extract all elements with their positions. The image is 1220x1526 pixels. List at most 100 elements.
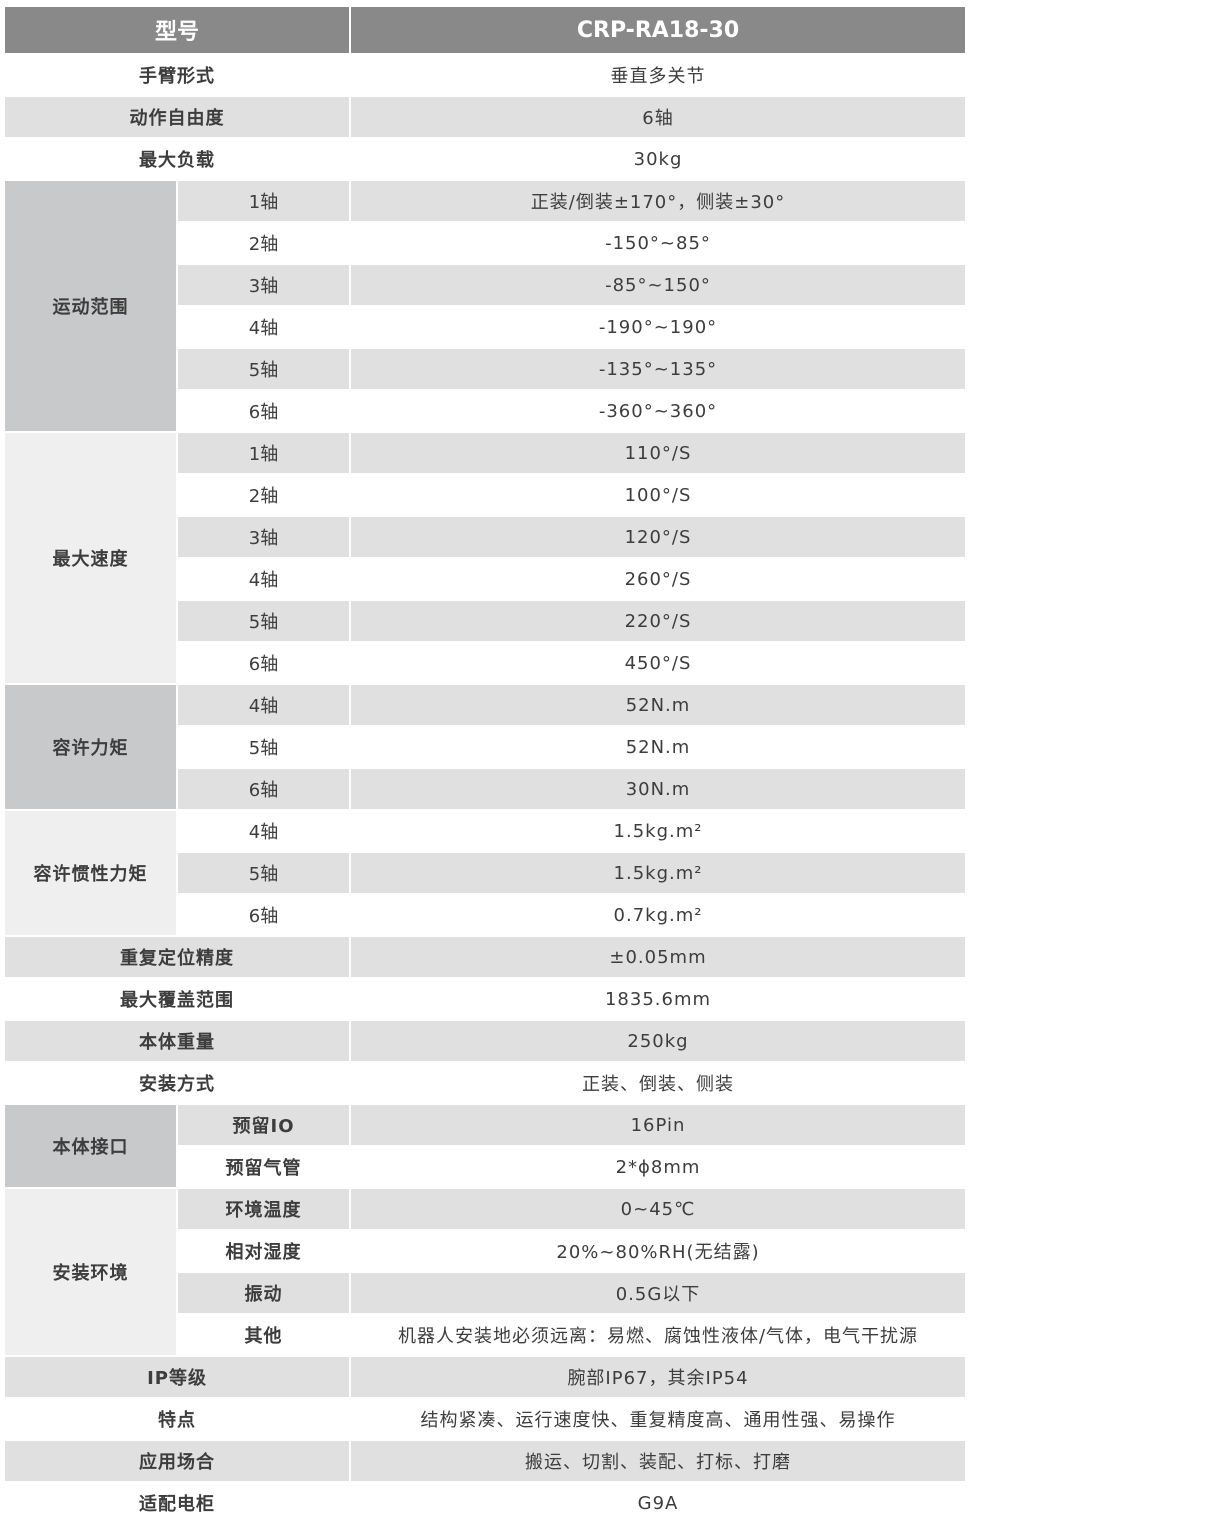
spec-group-label: 最大速度 — [5, 433, 178, 685]
spec-row: 4轴 260°/S — [5, 559, 965, 601]
spec-row: 振动 0.5G以下 — [5, 1273, 965, 1315]
spec-value: 120°/S — [351, 517, 965, 559]
spec-label: 最大负载 — [5, 139, 352, 181]
spec-row: 手臂形式 垂直多关节 — [5, 55, 965, 97]
spec-value: 250kg — [351, 1021, 965, 1063]
spec-sub-label: 5轴 — [178, 601, 352, 643]
spec-table: 型号 CRP-RA18-30 手臂形式 垂直多关节 动作自由度 6轴 最大负载 30kg 运… — [5, 7, 965, 1525]
spec-value: 正装/倒装±170°，侧装±30° — [351, 181, 965, 223]
spec-sub-label: 相对湿度 — [178, 1231, 352, 1273]
spec-row: 3轴 120°/S — [5, 517, 965, 559]
spec-row: 最大覆盖范围 1835.6mm — [5, 979, 965, 1021]
spec-value: -150°~85° — [351, 223, 965, 265]
spec-sub-label: 4轴 — [178, 307, 352, 349]
spec-value: 0~45℃ — [351, 1189, 965, 1231]
spec-label: 最大覆盖范围 — [5, 979, 352, 1021]
spec-group-label: 本体接口 — [5, 1105, 178, 1189]
spec-group-label: 容许惯性力矩 — [5, 811, 178, 937]
spec-sub-label: 其他 — [178, 1315, 352, 1357]
spec-value: 结构紧凑、运行速度快、重复精度高、通用性强、易操作 — [351, 1399, 965, 1441]
spec-row: 本体接口 预留IO 16Pin — [5, 1105, 965, 1189]
spec-value: -135°~135° — [351, 349, 965, 391]
spec-value: 30N.m — [351, 769, 965, 811]
spec-value: ±0.05mm — [351, 937, 965, 979]
spec-row: 4轴 -190°~190° — [5, 307, 965, 349]
spec-row: 3轴 -85°~150° — [5, 265, 965, 307]
spec-sub-label: 2轴 — [178, 475, 352, 517]
spec-row: 适配电柜 G9A — [5, 1483, 965, 1525]
spec-value: 450°/S — [351, 643, 965, 685]
spec-value: 1835.6mm — [351, 979, 965, 1021]
spec-value: 110°/S — [351, 433, 965, 475]
spec-sub-label: 环境温度 — [178, 1189, 352, 1231]
spec-sub-label: 1轴 — [178, 433, 352, 475]
spec-row: 最大负载 30kg — [5, 139, 965, 181]
spec-sub-label: 1轴 — [178, 181, 352, 223]
spec-sub-label: 5轴 — [178, 349, 352, 391]
spec-row: 安装环境 环境温度 0~45℃ — [5, 1189, 965, 1357]
spec-group-label: 安装环境 — [5, 1189, 178, 1357]
spec-row: 容许惯性力矩 4轴 1.5kg.m² — [5, 811, 965, 937]
spec-value: 机器人安装地必须远离：易燃、腐蚀性液体/气体，电气干扰源 — [351, 1315, 965, 1357]
spec-value: 正装、倒装、侧装 — [351, 1063, 965, 1105]
spec-sub-label: 4轴 — [178, 559, 352, 601]
spec-value: 52N.m — [351, 685, 965, 727]
spec-label: 重复定位精度 — [5, 937, 352, 979]
spec-sub-label: 6轴 — [178, 769, 352, 811]
spec-value: -190°~190° — [351, 307, 965, 349]
spec-row: 容许力矩 4轴 52N.m — [5, 685, 965, 811]
spec-sub-label: 振动 — [178, 1273, 352, 1315]
spec-row: 特点 结构紧凑、运行速度快、重复精度高、通用性强、易操作 — [5, 1399, 965, 1441]
spec-value: 搬运、切割、装配、打标、打磨 — [351, 1441, 965, 1483]
spec-row: 5轴 -135°~135° — [5, 349, 965, 391]
spec-row: 2轴 -150°~85° — [5, 223, 965, 265]
spec-value: 0.7kg.m² — [351, 895, 965, 937]
spec-value: -360°~360° — [351, 391, 965, 433]
spec-value: 20%~80%RH(无结露) — [351, 1231, 965, 1273]
spec-row: 运动范围 1轴 正装/倒装±170°，侧装±30° — [5, 181, 965, 433]
spec-row: 5轴 52N.m — [5, 727, 965, 769]
spec-row: 安装方式 正装、倒装、侧装 — [5, 1063, 965, 1105]
spec-label: 动作自由度 — [5, 97, 352, 139]
spec-value: 52N.m — [351, 727, 965, 769]
header-row: 型号 CRP-RA18-30 — [5, 7, 965, 55]
spec-sub-label: 4轴 — [178, 685, 352, 727]
spec-value: 100°/S — [351, 475, 965, 517]
header-model: CRP-RA18-30 — [351, 7, 965, 55]
header-label: 型号 — [5, 7, 352, 55]
spec-row: 6轴 -360°~360° — [5, 391, 965, 433]
spec-value: 260°/S — [351, 559, 965, 601]
spec-value: 垂直多关节 — [351, 55, 965, 97]
spec-sub-label: 6轴 — [178, 895, 352, 937]
spec-group-label: 容许力矩 — [5, 685, 178, 811]
spec-row: 最大速度 1轴 110°/S — [5, 433, 965, 685]
spec-label: 特点 — [5, 1399, 352, 1441]
spec-row: 5轴 1.5kg.m² — [5, 853, 965, 895]
spec-value: 2*ϕ8mm — [351, 1147, 965, 1189]
spec-sub-label: 预留IO — [178, 1105, 352, 1147]
spec-row: 6轴 30N.m — [5, 769, 965, 811]
spec-row: 6轴 0.7kg.m² — [5, 895, 965, 937]
spec-value: 30kg — [351, 139, 965, 181]
spec-body: 手臂形式 垂直多关节 动作自由度 6轴 最大负载 30kg 运动范围 1轴 正装/倒装±170°… — [5, 55, 965, 1525]
spec-label: 本体重量 — [5, 1021, 352, 1063]
spec-sub-label: 5轴 — [178, 727, 352, 769]
spec-row: 6轴 450°/S — [5, 643, 965, 685]
spec-value: -85°~150° — [351, 265, 965, 307]
spec-row: 预留气管 2*ϕ8mm — [5, 1147, 965, 1189]
spec-value: 220°/S — [351, 601, 965, 643]
spec-value: 1.5kg.m² — [351, 853, 965, 895]
spec-sub-label: 3轴 — [178, 265, 352, 307]
spec-sub-label: 6轴 — [178, 643, 352, 685]
spec-value: 6轴 — [351, 97, 965, 139]
spec-sub-label: 预留气管 — [178, 1147, 352, 1189]
spec-row: 5轴 220°/S — [5, 601, 965, 643]
spec-row: 相对湿度 20%~80%RH(无结露) — [5, 1231, 965, 1273]
spec-sub-label: 6轴 — [178, 391, 352, 433]
spec-row: 其他 机器人安装地必须远离：易燃、腐蚀性液体/气体，电气干扰源 — [5, 1315, 965, 1357]
spec-label: 手臂形式 — [5, 55, 352, 97]
spec-row: 应用场合 搬运、切割、装配、打标、打磨 — [5, 1441, 965, 1483]
spec-value: 16Pin — [351, 1105, 965, 1147]
spec-label: 应用场合 — [5, 1441, 352, 1483]
spec-sub-label: 4轴 — [178, 811, 352, 853]
